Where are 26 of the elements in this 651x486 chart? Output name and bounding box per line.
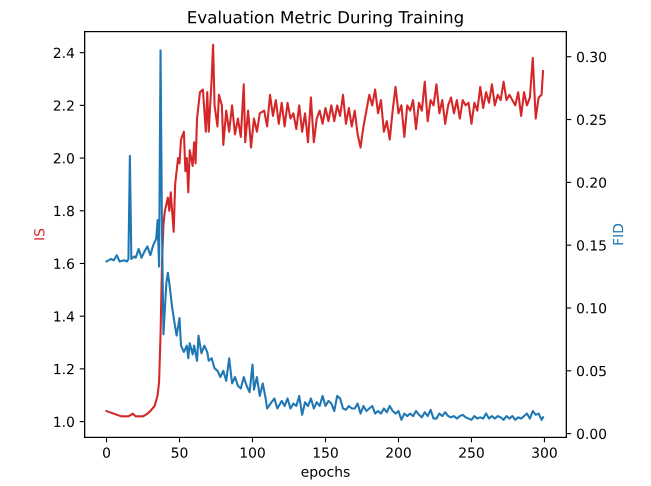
y2-tick-label: 0.10: [577, 302, 606, 314]
chart-title: Evaluation Metric During Training: [188, 10, 463, 27]
y2-tick-label: 0.30: [577, 52, 606, 62]
y-tick-label: 1.6: [54, 258, 74, 269]
x-tick-label: 100: [240, 447, 265, 458]
y-tick-label: 1.2: [54, 364, 74, 374]
y-tick-label: 2.2: [54, 100, 74, 111]
y-axis-title: IS: [34, 228, 45, 240]
y-tick-label: 2.0: [54, 153, 74, 164]
y2-tick-label: 0.15: [577, 240, 606, 251]
x-tick-label: 300: [532, 447, 557, 458]
x-axis-title: epochs: [302, 466, 350, 480]
y-tick-label: 2.4: [54, 48, 74, 58]
x-tick-label: 150: [314, 447, 338, 458]
x-tick-label: 0: [103, 447, 110, 458]
y2-tick-label: 0.25: [577, 114, 606, 126]
y-tick-label: 1.4: [54, 311, 74, 322]
y2-axis-title: FID: [613, 224, 624, 245]
y2-tick-label: 0.20: [577, 177, 606, 188]
y2-tick-label: 0.00: [577, 428, 606, 440]
x-tick-label: 250: [459, 447, 484, 458]
y-tick-label: 1.8: [54, 206, 74, 216]
y-tick-label: 1.0: [54, 416, 74, 428]
x-tick-label: 50: [172, 447, 188, 458]
y2-tick-label: 0.05: [577, 366, 606, 376]
x-tick-label: 200: [386, 447, 411, 458]
